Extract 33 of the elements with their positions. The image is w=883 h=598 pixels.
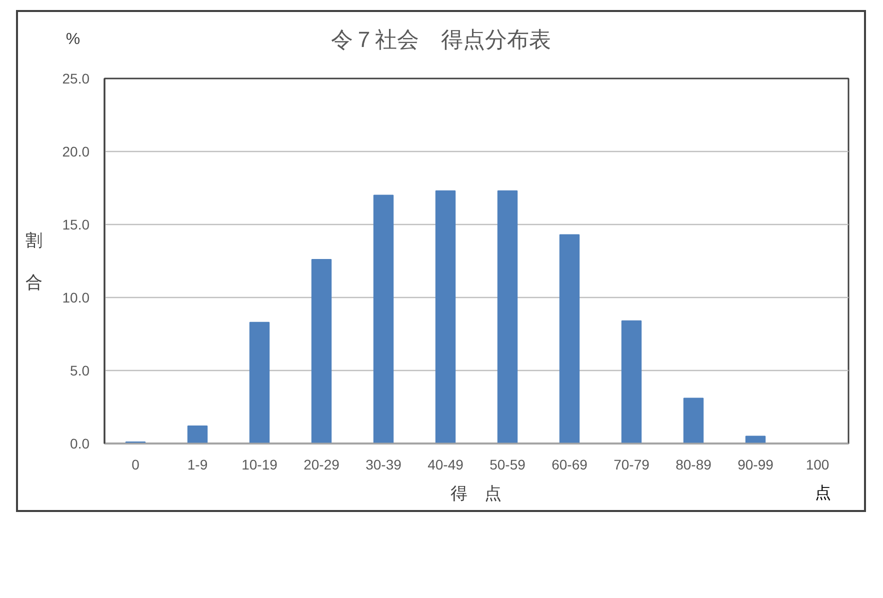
y-tick-label: 5.0 (70, 362, 90, 378)
x-tick-label: 10-19 (242, 456, 278, 472)
x-tick-label: 70-79 (614, 456, 650, 472)
bar (683, 398, 704, 444)
x-tick-label: 50-59 (490, 456, 526, 472)
bar (497, 190, 518, 444)
x-tick-label: 90-99 (738, 456, 774, 472)
bar (187, 425, 208, 444)
bar (559, 234, 580, 444)
bar (435, 190, 456, 444)
y-tick-label: 0.0 (70, 436, 90, 452)
y-tick-label: 25.0 (62, 70, 90, 86)
y-tick-label: 10.0 (62, 290, 90, 306)
y-tick-label: 20.0 (62, 144, 90, 160)
x-tick-label: 1-9 (187, 456, 208, 472)
bar (249, 322, 270, 444)
bar (373, 194, 394, 444)
text: % (66, 30, 80, 50)
x-tick-label: 80-89 (676, 456, 712, 472)
x-tick-label: 20-29 (304, 456, 340, 472)
chart-title: 令７社会 得点分布表 (331, 26, 551, 54)
y-tick-label: 15.0 (62, 216, 90, 232)
bar (311, 259, 332, 444)
text: 点 (815, 484, 831, 504)
x-tick-label: 0 (132, 456, 140, 472)
x-tick-label: 60-69 (552, 456, 588, 472)
x-tick-label: 30-39 (366, 456, 402, 472)
bar (621, 320, 642, 444)
bar (745, 436, 766, 444)
x-tick-label: 100 (806, 456, 830, 472)
x-axis-title: 得 点 (450, 482, 502, 505)
x-tick-label: 40-49 (428, 456, 464, 472)
text: 割合 (26, 231, 42, 292)
